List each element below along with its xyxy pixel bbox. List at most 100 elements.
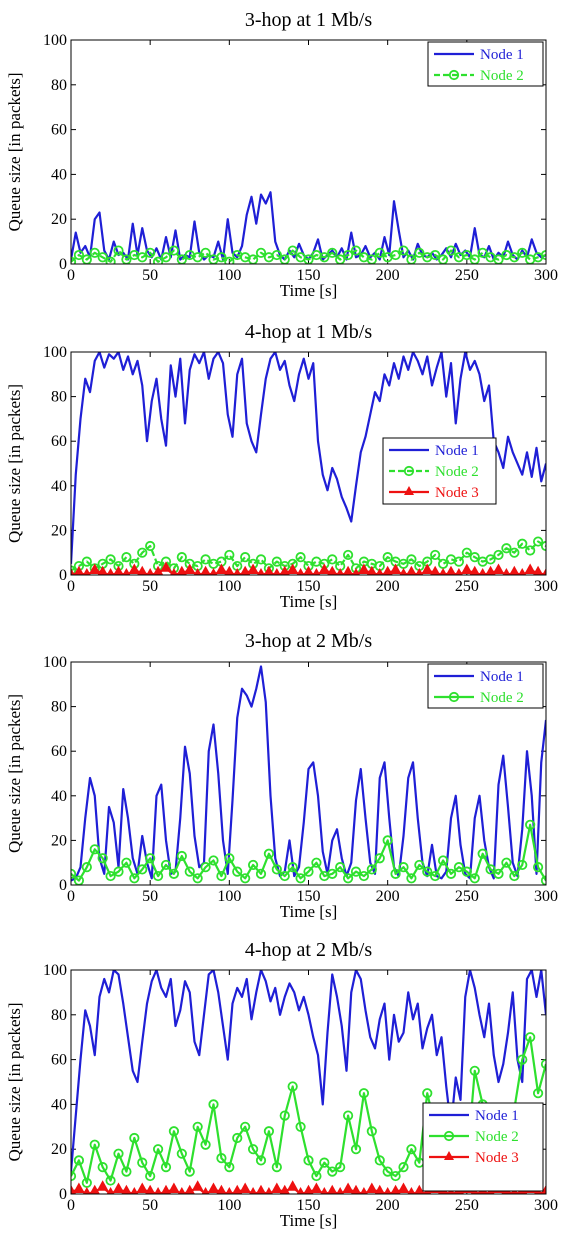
- data-point: [137, 1157, 148, 1168]
- data-point: [272, 567, 281, 575]
- x-tick-label: 250: [455, 1197, 479, 1214]
- data-point: [240, 565, 251, 575]
- data-point: [263, 848, 275, 859]
- data-point: [232, 866, 243, 877]
- data-point: [177, 1186, 186, 1194]
- x-tick-label: 0: [67, 267, 75, 284]
- y-tick-label: 40: [51, 166, 67, 183]
- data-point: [335, 1162, 346, 1173]
- data-point: [255, 247, 267, 258]
- data-point: [257, 567, 265, 575]
- x-tick-label: 0: [67, 1197, 75, 1214]
- data-point: [176, 552, 187, 563]
- data-point: [311, 1170, 322, 1182]
- data-point: [320, 1186, 329, 1194]
- y-axis-label: Queue size [in packets]: [5, 384, 24, 543]
- data-point: [176, 565, 187, 575]
- data-point: [295, 1121, 306, 1132]
- data-point: [358, 563, 370, 575]
- plot-frame: [70, 969, 547, 1195]
- x-axis-label: Time [s]: [280, 281, 337, 300]
- series-line: [71, 540, 546, 572]
- data-point: [113, 866, 124, 877]
- series-node-1: [71, 970, 546, 1172]
- chart-title: 4-hop at 1 Mb/s: [245, 321, 372, 343]
- data-point: [168, 1182, 180, 1194]
- data-point: [478, 567, 487, 575]
- data-point: [192, 252, 203, 263]
- data-point: [460, 563, 473, 575]
- plot-frame: [70, 351, 547, 576]
- y-tick-label: 20: [51, 1141, 67, 1158]
- data-point: [184, 1166, 195, 1177]
- data-point: [255, 554, 267, 565]
- chart-panel-4: 4-hop at 2 Mb/s 0 50 100 150 200 250 300 0 20 40 60…: [5, 939, 558, 1230]
- x-tick-label: 150: [297, 1197, 321, 1214]
- data-point: [358, 1088, 370, 1099]
- data-point: [113, 245, 124, 256]
- data-point: [327, 1184, 338, 1194]
- data-point: [136, 1182, 149, 1194]
- data-point: [517, 247, 528, 258]
- legend-marker: [404, 486, 414, 495]
- data-point: [430, 549, 441, 561]
- data-point: [406, 1144, 417, 1155]
- data-point: [542, 567, 546, 575]
- data-point: [193, 567, 202, 575]
- data-point: [168, 245, 180, 256]
- data-point: [184, 866, 195, 877]
- x-tick-label: 300: [534, 1197, 558, 1214]
- x-tick-label: 300: [534, 267, 558, 284]
- data-point: [255, 1184, 267, 1194]
- y-tick-label: 0: [59, 567, 67, 584]
- data-point: [82, 1186, 91, 1194]
- data-point: [81, 862, 92, 873]
- data-point: [430, 870, 441, 882]
- data-point: [414, 1184, 425, 1194]
- x-tick-label: 200: [376, 1197, 400, 1214]
- x-tick-label: 0: [67, 888, 75, 905]
- data-point: [191, 1180, 204, 1191]
- data-point: [271, 249, 282, 261]
- data-point: [453, 556, 465, 567]
- x-tick-label: 150: [297, 578, 321, 595]
- data-point: [137, 252, 148, 263]
- data-point: [430, 565, 441, 575]
- data-point: [327, 554, 338, 565]
- data-point: [382, 565, 393, 575]
- x-axis-label: Time [s]: [280, 592, 337, 611]
- data-point: [81, 556, 92, 567]
- data-point: [318, 563, 331, 575]
- data-point: [200, 554, 211, 565]
- data-point: [263, 565, 275, 575]
- legend-marker: [443, 1130, 455, 1142]
- data-point: [390, 1184, 401, 1194]
- data-point: [327, 247, 338, 258]
- data-point: [137, 547, 148, 558]
- y-tick-label: 0: [59, 1186, 67, 1203]
- data-point: [88, 563, 101, 575]
- data-point: [469, 565, 480, 575]
- data-point: [445, 868, 457, 879]
- data-point: [517, 538, 528, 549]
- y-tick-label: 80: [51, 77, 67, 94]
- data-point: [319, 252, 330, 263]
- data-point: [327, 868, 338, 879]
- data-point: [366, 565, 377, 575]
- data-point: [200, 1139, 211, 1150]
- data-point: [287, 862, 298, 873]
- data-point: [73, 249, 85, 261]
- y-tick-label: 100: [43, 344, 67, 361]
- data-point: [342, 565, 354, 575]
- data-point: [225, 1186, 234, 1194]
- y-tick-label: 60: [51, 433, 67, 450]
- y-tick-label: 0: [59, 877, 67, 894]
- chart-panel-1: 3-hop at 1 Mb/s 0 50 100 150 200 250 300 0 20 40 60…: [5, 9, 558, 300]
- data-point: [374, 853, 385, 864]
- y-axis-label: Queue size [in packets]: [5, 694, 24, 853]
- data-point: [365, 1182, 378, 1194]
- legend-marker: [448, 691, 460, 703]
- data-point: [303, 565, 314, 575]
- data-point: [152, 1144, 164, 1155]
- data-point: [145, 1184, 156, 1194]
